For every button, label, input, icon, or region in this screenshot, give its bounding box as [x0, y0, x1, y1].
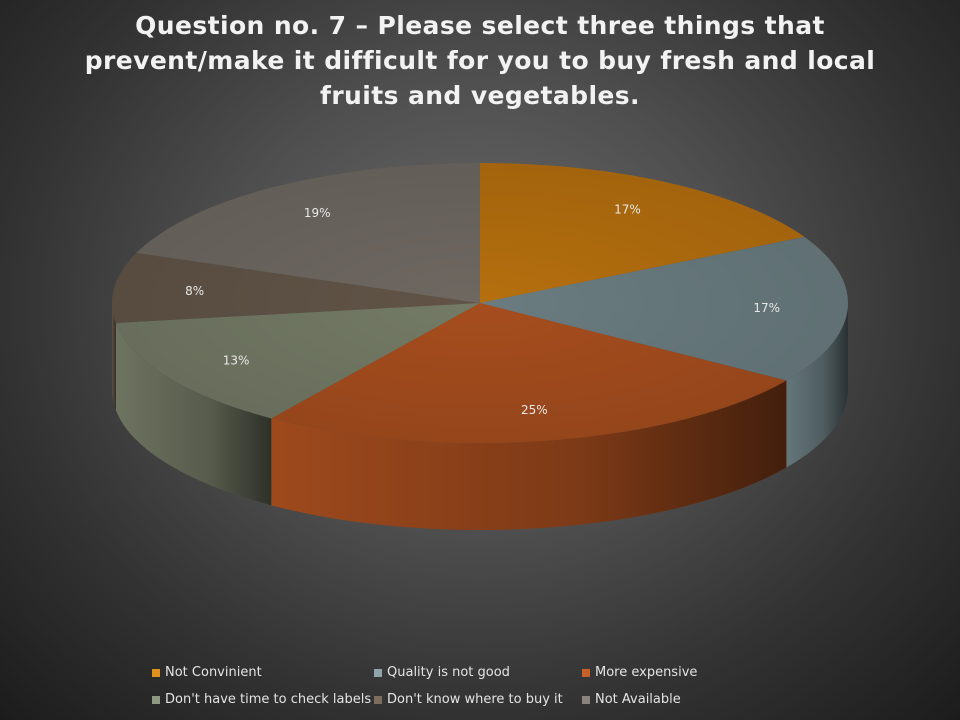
- data-label-not-available: 19%: [304, 206, 331, 220]
- legend-item-more-expensive: More expensive: [582, 664, 697, 682]
- pie-side-shade-don-t-know-where-to-buy-it: [112, 303, 116, 410]
- data-label-more-expensive: 25%: [521, 403, 548, 417]
- pie-chart: 17% 17% 25% 13% 8% 19%: [112, 163, 848, 530]
- pie-top-shading: [112, 163, 848, 443]
- legend-item-dont-know-where: Don't know where to buy it: [374, 691, 563, 709]
- legend-swatch: [582, 696, 590, 704]
- data-label-don-t-have-time-to-check-labels: 13%: [223, 354, 250, 368]
- legend-label: Don't know where to buy it: [387, 692, 563, 707]
- legend-label: Not Available: [595, 692, 681, 707]
- legend-label: Not Convinient: [165, 665, 262, 680]
- legend-item-not-convinient: Not Convinient: [152, 664, 262, 682]
- legend-label: Don't have time to check labels: [165, 692, 372, 707]
- legend-label: More expensive: [595, 665, 698, 680]
- pie-side-shade-more-expensive: [271, 380, 787, 530]
- data-label-quality-is-not-good: 17%: [753, 301, 780, 315]
- legend-item-dont-have-time: Don't have time to check labels: [152, 691, 371, 709]
- legend-swatch: [374, 696, 382, 704]
- legend-swatch: [152, 696, 160, 704]
- pie-side-shade-don-t-have-time-to-check-labels: [115, 322, 272, 506]
- legend-swatch: [582, 669, 590, 677]
- legend-swatch: [152, 669, 160, 677]
- chart-title: Question no. 7 – Please select three thi…: [84, 11, 876, 110]
- legend-item-quality-is-not-good: Quality is not good: [374, 664, 510, 682]
- data-label-don-t-know-where-to-buy-it: 8%: [185, 284, 204, 298]
- legend-label: Quality is not good: [387, 665, 510, 680]
- legend-swatch: [374, 669, 382, 677]
- pie-side-shade-quality-is-not-good: [786, 303, 848, 468]
- legend-item-not-available: Not Available: [582, 691, 681, 709]
- data-label-not-convinient: 17%: [614, 202, 641, 216]
